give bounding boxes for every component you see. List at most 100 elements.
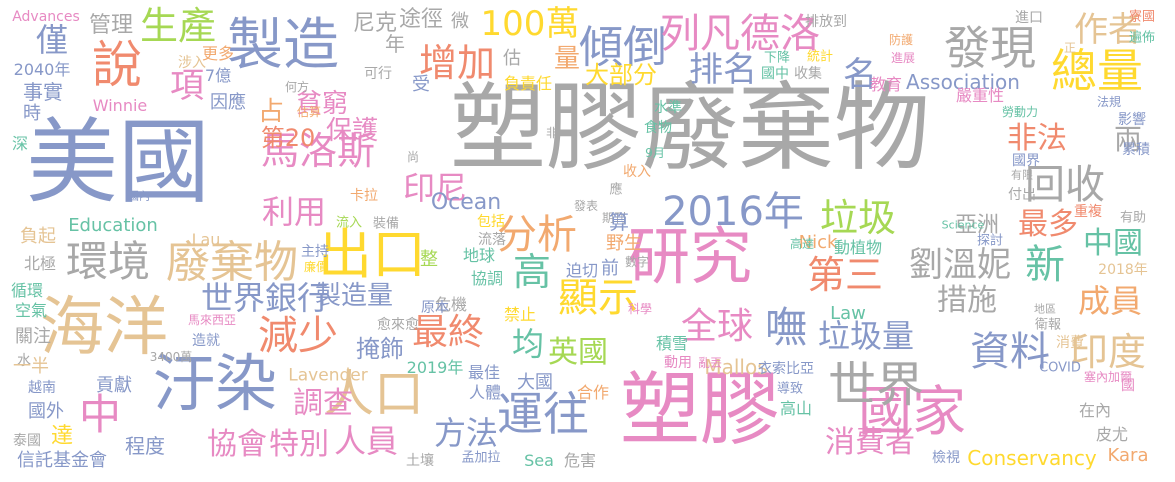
word: 印度 [1069,330,1147,374]
word: 人員 [333,422,399,460]
word: 整 [420,249,438,270]
word: 方法 [433,414,499,452]
word: 7億 [204,66,232,85]
word: 高山 [779,399,813,418]
word: 時 [23,103,41,124]
word: 非法 [1007,121,1067,156]
word: 進口 [1015,10,1043,26]
word: 人體 [468,383,502,402]
word: 最多 [1018,207,1078,242]
word: 貢獻 [96,375,132,396]
word: Education [68,215,158,236]
word: 尚 [406,150,420,164]
word: 研究 [627,220,753,293]
word: Mallos [704,355,768,379]
word: 水準 [654,100,682,116]
word: 應 [609,182,623,198]
word: 高 [512,250,552,294]
word: 尼克 [352,11,398,36]
word: 廢棄物 [166,237,298,288]
word: 最佳 [467,363,501,382]
word: Ocean [430,190,502,215]
word: 孟加拉 [461,450,501,466]
word: 信託基金會 [17,450,107,471]
word: 國中 [761,66,789,82]
word: 影響 [1118,112,1146,128]
word: Winnie [92,96,148,115]
word: 第三 [806,253,884,297]
word: 100萬 [480,4,580,44]
word: Advances [12,9,80,25]
word: 主持 [301,244,329,260]
word: 可行 [364,66,392,82]
word: 世界 [827,357,925,413]
word: Law [830,303,866,324]
word: 塞內加爾 [1083,370,1133,384]
word: 一半 [13,356,49,377]
word: 裝備 [372,216,400,232]
word: 危機 [434,295,468,314]
word: 占 [257,97,285,127]
word: 有助 [1119,210,1147,226]
word: 微 [451,11,469,32]
word: 循環 [10,281,44,300]
word: 原本 [421,300,449,316]
word: 泰國 [13,433,41,449]
word: 勞動力 [1001,105,1039,119]
word: 利用 [261,193,327,231]
word: 英國 [548,335,608,370]
word: 衛報 [1034,317,1062,333]
word: 涉入 [178,55,206,71]
word: 更多 [201,44,235,63]
word: 中國 [1083,226,1143,261]
word: 非 [545,126,559,140]
word: 兩 [1113,123,1143,156]
word: 國界 [1012,153,1040,169]
word: 重複 [1074,204,1102,220]
word: 出口 [318,223,426,286]
word: 總量 [1051,44,1143,98]
word: 塑膠 [620,363,780,456]
word: 發現 [944,21,1036,75]
word: 馬洛斯 [260,129,376,173]
word: 減少 [258,313,338,359]
word: 收集 [794,66,822,82]
word: 達 [50,424,74,449]
word: Nick [798,232,838,253]
word: 收入 [623,164,651,180]
word: 人口 [324,365,424,423]
word: 估算 [296,105,322,119]
word: 法規 [1096,95,1122,109]
word: 北極 [23,254,57,273]
word: 國外 [28,401,64,422]
word: 國 [1121,378,1135,394]
word: 成員 [1077,282,1143,320]
word: 卡拉 [350,188,378,204]
word: 途徑 [398,7,444,32]
word: 探討 [976,233,1004,249]
word: 程度 [125,434,165,458]
word: 資料 [970,329,1050,375]
word: 廉價 [303,260,329,274]
word: 衣索比亞 [758,361,814,377]
word: 消費 [1056,335,1084,351]
word: 管理 [88,13,134,38]
word: COVID [1039,360,1081,376]
word: Association [906,70,1020,94]
word: 食物 [644,120,672,136]
word: 空氣 [14,301,48,320]
word: 地球 [462,246,496,265]
word: 名 [843,55,877,95]
word: 說 [92,36,142,94]
word: 9月 [645,146,665,160]
word: 2016年 [662,189,804,235]
word: 禁止 [503,305,537,324]
word: Lau [191,230,221,249]
word: 措施 [937,283,997,318]
word: 亞洲 [954,213,1000,238]
word: 嘸 [764,303,808,352]
word: Lavender [288,365,368,386]
word: 消費者 [825,425,915,460]
word: 流落 [478,232,506,248]
